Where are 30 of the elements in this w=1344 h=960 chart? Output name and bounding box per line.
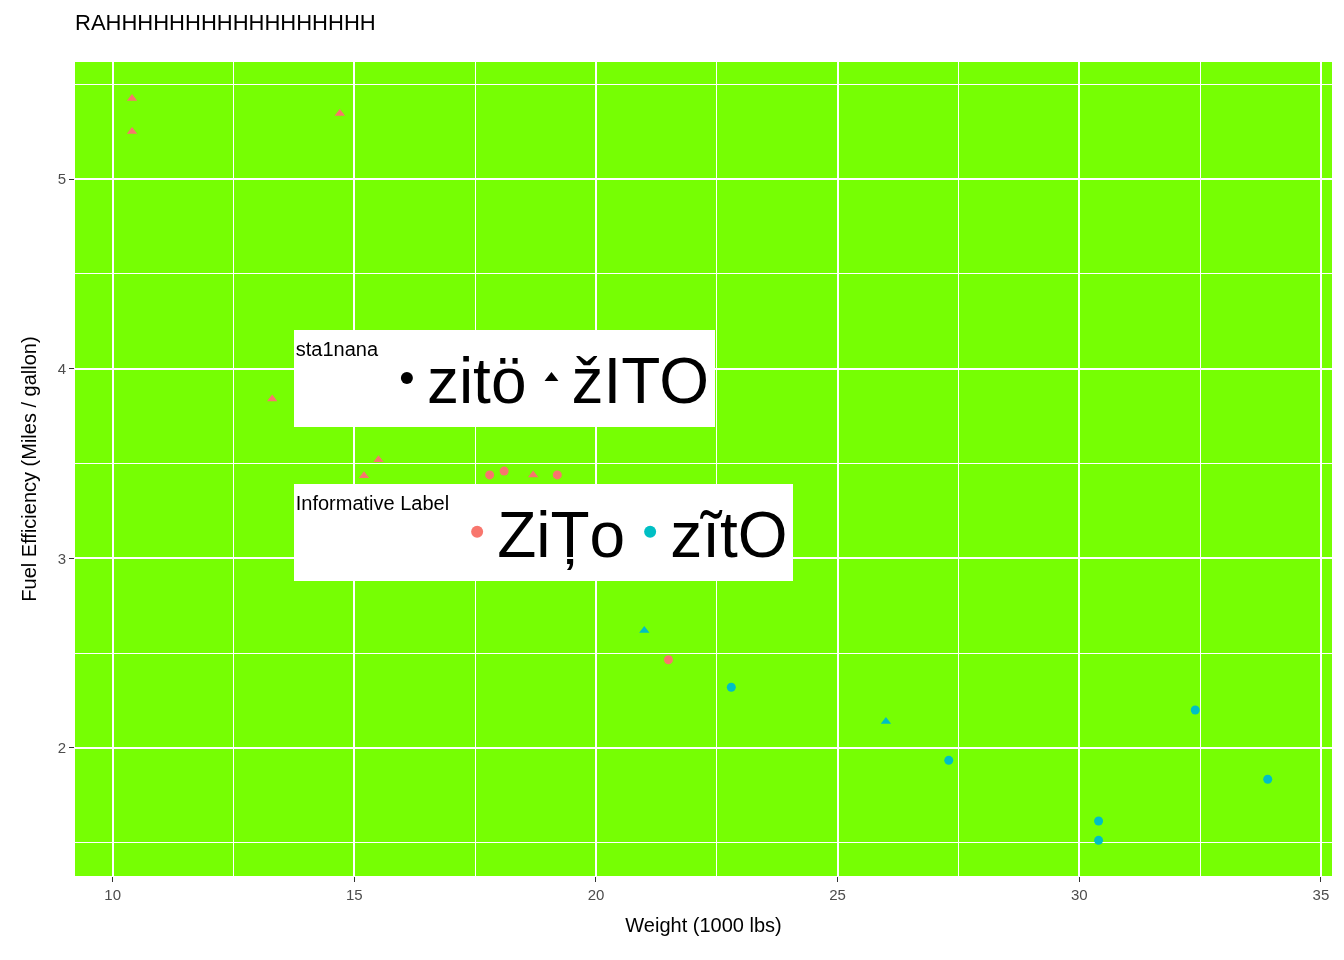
text: Informative Label (295, 491, 450, 514)
point (1190, 705, 1200, 715)
x-tick-label: 15 (345, 886, 363, 903)
x-tick-label: 10 (104, 886, 122, 903)
x-tick-label: 35 (1312, 886, 1330, 903)
x-tick-label: 20 (587, 886, 605, 903)
x-tick-label: 30 (1070, 886, 1088, 903)
point (726, 682, 736, 692)
chart-title: RAHHHHHHHHHHHHHHHHH (75, 9, 376, 35)
text: sta1nana (295, 337, 379, 360)
legend-label: zitö (426, 344, 527, 417)
y-tick-label: 5 (57, 170, 66, 188)
point (499, 466, 509, 476)
point (1094, 816, 1104, 826)
y-tick-label: 4 (57, 359, 66, 377)
x-axis-title: Weight (1000 lbs) (625, 913, 782, 936)
point (552, 470, 562, 480)
y-tick-label: 3 (57, 549, 66, 567)
point (485, 470, 495, 480)
legend-label: žITO (571, 344, 709, 417)
point (663, 655, 673, 665)
point (1263, 774, 1273, 784)
point (639, 625, 650, 633)
point (944, 755, 954, 765)
point (1094, 835, 1104, 845)
x-tick-label: 25 (829, 886, 846, 903)
legend-label: ZiȚo (497, 498, 626, 571)
y-axis-title: Fuel Efficiency (Miles / gallon) (18, 336, 41, 602)
legend-label: zĩtO (670, 498, 788, 571)
y-tick-label: 2 (57, 739, 66, 757)
